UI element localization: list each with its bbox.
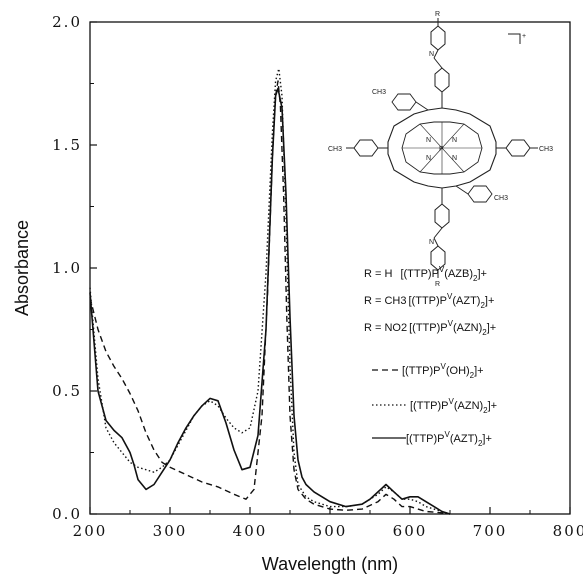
plot-frame	[89, 21, 571, 515]
x-tick-label-600: 600	[393, 522, 428, 540]
legend-structure-no2: R = NO2 [(TTP)PV(AZN)2]+	[364, 319, 496, 337]
azo-n-bottom: N	[429, 239, 434, 246]
charge-label: +	[522, 33, 526, 40]
legend-line-azt: [(TTP)PV(AZT)2]+	[406, 430, 492, 448]
structure-legend: R = H [(TTP)PV(AZB)2]+ R = CH3 [(TTP)PV(AZ…	[364, 265, 496, 337]
x-tick-label-300: 300	[153, 522, 188, 540]
legend-line-azn: [(TTP)PV(AZN)2]+	[410, 397, 497, 415]
r-label-top: R	[435, 11, 440, 18]
phosphorus-atom-label: P	[439, 146, 444, 153]
azo-n-top: N	[429, 51, 434, 58]
x-axis-label: Wavelength (nm)	[262, 554, 398, 574]
porphyrin-structure: P N N N N CH3 CH3 CH3 CH3 N R	[328, 11, 553, 288]
x-tick-label-700: 700	[473, 522, 508, 540]
nitrogen-label-3: N	[426, 155, 431, 162]
y-tick-label-1.5: 1.5	[52, 136, 82, 154]
x-tick-label-200: 200	[73, 522, 108, 540]
legend-structure-h: R = H [(TTP)PV(AZB)2]+	[364, 265, 487, 283]
nitrogen-label-2: N	[452, 137, 457, 144]
r-label-bottom: R	[435, 281, 440, 288]
ch3-label-left: CH3	[328, 146, 342, 153]
legend-structure-ch3: R = CH3 [(TTP)PV(AZT)2]+	[364, 292, 494, 310]
ch3-label-top: CH3	[372, 89, 386, 96]
nitrogen-label-1: N	[426, 137, 431, 144]
series-line-dotted	[89, 68, 451, 515]
ch3-label-bottom: CH3	[494, 195, 508, 202]
nitrogen-label-4: N	[452, 155, 457, 162]
series-lines	[89, 68, 451, 515]
tick-labels: 200 300 400 500 600 700 800 0.0 0.5 1.0 1.5 2.0	[52, 13, 583, 540]
series-line-dashed	[89, 80, 451, 515]
axis-ticks	[89, 21, 571, 515]
y-tick-label-2.0: 2.0	[52, 13, 82, 31]
x-tick-label-500: 500	[313, 522, 348, 540]
line-legend: [(TTP)PV(OH)2]+ [(TTP)PV(AZN)2]+ [(TTP)P…	[372, 362, 497, 448]
y-axis-label: Absorbance	[12, 220, 32, 316]
series-line-solid	[89, 87, 451, 515]
y-tick-label-0.5: 0.5	[52, 382, 82, 400]
x-tick-label-400: 400	[233, 522, 268, 540]
y-tick-label-1.0: 1.0	[52, 259, 82, 277]
legend-line-oh: [(TTP)PV(OH)2]+	[402, 362, 484, 380]
ch3-label-right: CH3	[539, 146, 553, 153]
x-tick-label-800: 800	[553, 522, 583, 540]
y-tick-label-0.0: 0.0	[52, 505, 82, 523]
